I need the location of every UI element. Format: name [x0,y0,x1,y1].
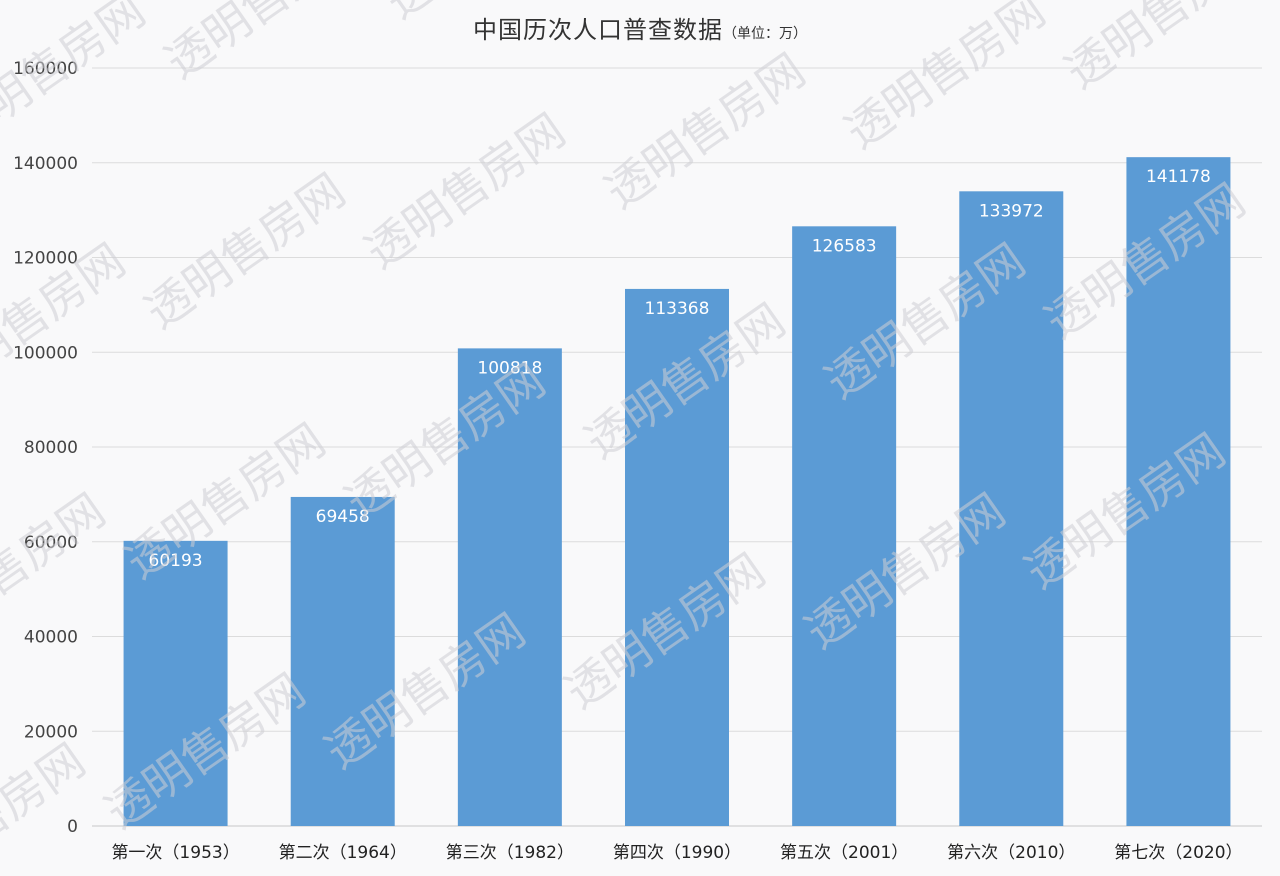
watermark-text: 透明售房网 [595,43,814,219]
y-tick-label: 100000 [13,343,78,363]
data-label: 69458 [316,507,370,527]
y-tick-label: 0 [67,817,78,837]
y-tick-label: 20000 [24,722,78,742]
y-tick-label: 40000 [24,628,78,648]
watermark-text: 透明售房网 [135,163,354,339]
data-label: 60193 [149,551,203,571]
y-tick-label: 140000 [13,154,78,174]
watermark-text: 透明售房网 [155,0,374,89]
chart-title: 中国历次人口普查数据 [473,16,723,44]
category-label: 第三次（1982） [446,843,574,863]
y-tick-label: 60000 [24,533,78,553]
chart-title-block: 中国历次人口普查数据（单位：万） [0,10,1280,45]
y-tick-label: 160000 [13,59,78,79]
bar [625,288,729,827]
y-tick-label: 80000 [24,438,78,458]
data-label: 113368 [645,299,710,319]
data-label: 100818 [477,358,542,378]
category-label: 第七次（2020） [1114,843,1242,863]
bar [457,348,562,826]
category-label: 第五次（2001） [780,843,908,863]
bar [123,540,228,826]
chart-subtitle: （单位：万） [723,26,807,42]
category-label: 第一次（1953） [111,843,239,863]
watermark-text: 透明售房网 [355,103,574,279]
watermark-text: 透明售房网 [1055,0,1274,99]
watermark-text: 透明售房网 [0,0,155,159]
category-label: 第六次（2010） [947,843,1075,863]
watermark-text: 透明售房网 [375,0,594,29]
bar [792,226,897,826]
data-label: 126583 [812,236,877,256]
data-label: 141178 [1146,167,1211,187]
bar [1126,157,1231,827]
category-label: 第四次（1990） [613,843,741,863]
watermark-text: 透明售房网 [0,733,95,876]
y-tick-label: 120000 [13,249,78,269]
category-label: 第二次（1964） [279,843,407,863]
bar [290,496,395,826]
data-label: 133972 [979,201,1044,221]
watermark-text: 透明售房网 [835,0,1054,159]
bar [959,191,1064,827]
